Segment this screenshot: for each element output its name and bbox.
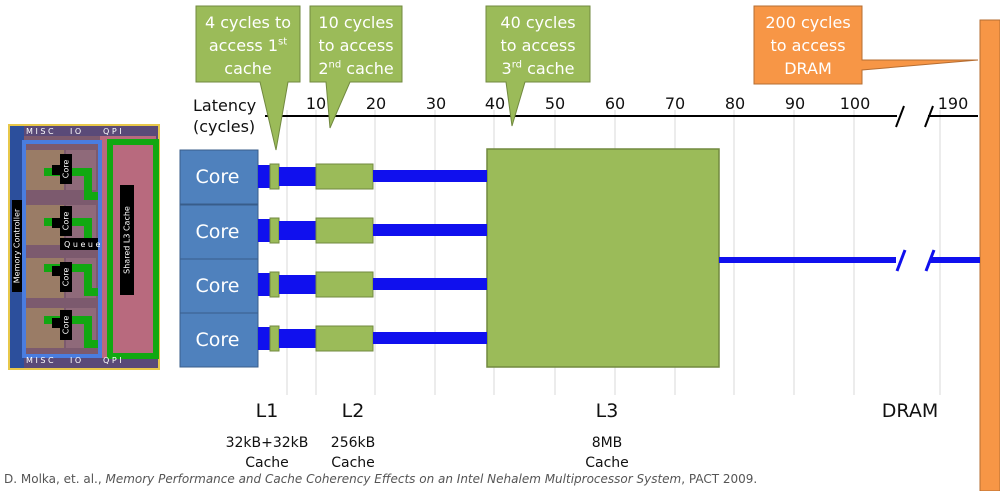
citation-authors: D. Molka, et. al., [4,472,106,486]
citation: D. Molka, et. al., Memory Performance an… [4,472,757,486]
l3-callout-line3: 3rd cache [501,59,575,78]
l2-callout-text: 10 cycles to access 2nd cache [310,11,402,80]
level-size-l2-line2: Cache [331,455,375,471]
l3-callout-text: 40 cycles to access 3rd cache [486,11,590,80]
l2-callout-line3: 2nd cache [318,59,394,78]
core-row-4 [179,312,487,368]
nehalem-die-photo [8,124,160,370]
l3-dram-bus [719,249,980,272]
tick-label-80: 80 [724,94,746,113]
dram-callout-text: 200 cycles to access DRAM [754,11,862,80]
core-row-3 [179,258,487,314]
die-io-label: I O [70,356,82,365]
level-size-l3-line2: Cache [585,455,629,471]
l1-callout-text: 4 cycles to access 1st cache [196,11,300,80]
core-row-2 [179,204,487,260]
dram-callout-line3: DRAM [784,59,832,78]
dram-callout-line2: to access [770,36,846,55]
dram-bar [979,19,1000,491]
die-io-label: I O [70,127,82,136]
level-size-l3-line1: 8MB [591,435,623,451]
l3-callout-line2: to access [500,36,576,55]
tick-label-100: 100 [839,94,871,113]
latency-axis-title-line2: (cycles) [193,117,256,136]
tick-label-50: 50 [544,94,566,113]
die-qpi-label: Q P I [103,127,122,136]
die-qpi-label: Q P I [103,356,122,365]
tick-label-20: 20 [365,94,387,113]
level-size-l2: 256kB Cache [331,433,375,473]
tick-label-60: 60 [604,94,626,113]
tick-label-10: 10 [305,94,327,113]
die-shared-l3-label: Shared L3 Cache [122,206,132,274]
level-size-l3: 8MB Cache [585,433,629,473]
latency-axis [265,105,978,128]
level-size-l2-line1: 256kB [330,435,376,451]
tick-label-90: 90 [784,94,806,113]
die-memory-controller-label: Memory Controller [12,208,22,284]
core-label-3: Core [195,275,240,297]
tick-label-70: 70 [664,94,686,113]
l3-callout [485,5,591,127]
core-row-1 [179,149,487,205]
l1-callout-line3: cache [224,59,272,78]
latency-axis-title: Latency (cycles) [193,95,256,137]
citation-title: Memory Performance and Cache Coherency E… [105,472,682,486]
l1-callout-line1: 4 cycles to [204,13,292,32]
dram-callout-line1: 200 cycles [765,13,851,32]
tick-label-30: 30 [425,94,447,113]
tick-label-190: 190 [937,94,969,113]
die-core-label: Core [61,267,71,287]
die-core-label: Core [61,159,71,179]
level-size-l1: 32kB+32kB Cache [226,433,309,473]
die-queue-label: Q u e u e [64,240,101,249]
l2-callout [309,5,403,129]
level-name-dram: DRAM [881,400,939,422]
level-size-l1-line1: 32kB+32kB [225,435,309,451]
core-label-4: Core [195,329,240,351]
latency-axis-title-line1: Latency [193,96,257,115]
core-label-2: Core [195,221,240,243]
level-size-l1-line2: Cache [245,455,289,471]
dram-callout [753,5,979,85]
core-label-1: Core [195,166,240,188]
die-core-label: Core [61,211,71,231]
l1-callout-line2: access 1st [208,36,288,55]
die-core-label: Core [61,315,71,335]
l1-callout [195,5,301,151]
level-name-l3: L3 [595,400,619,422]
l3-callout-line1: 40 cycles [500,13,576,32]
tick-label-40: 40 [484,94,506,113]
citation-venue: , PACT 2009. [681,472,758,486]
die-misc-label: M I S C [26,127,54,136]
l2-callout-line2: to access [318,36,394,55]
level-name-l1: L1 [255,400,279,422]
l3-cache-block [486,148,720,368]
l2-callout-line1: 10 cycles [318,13,394,32]
level-name-l2: L2 [341,400,365,422]
die-misc-label: M I S C [26,356,54,365]
